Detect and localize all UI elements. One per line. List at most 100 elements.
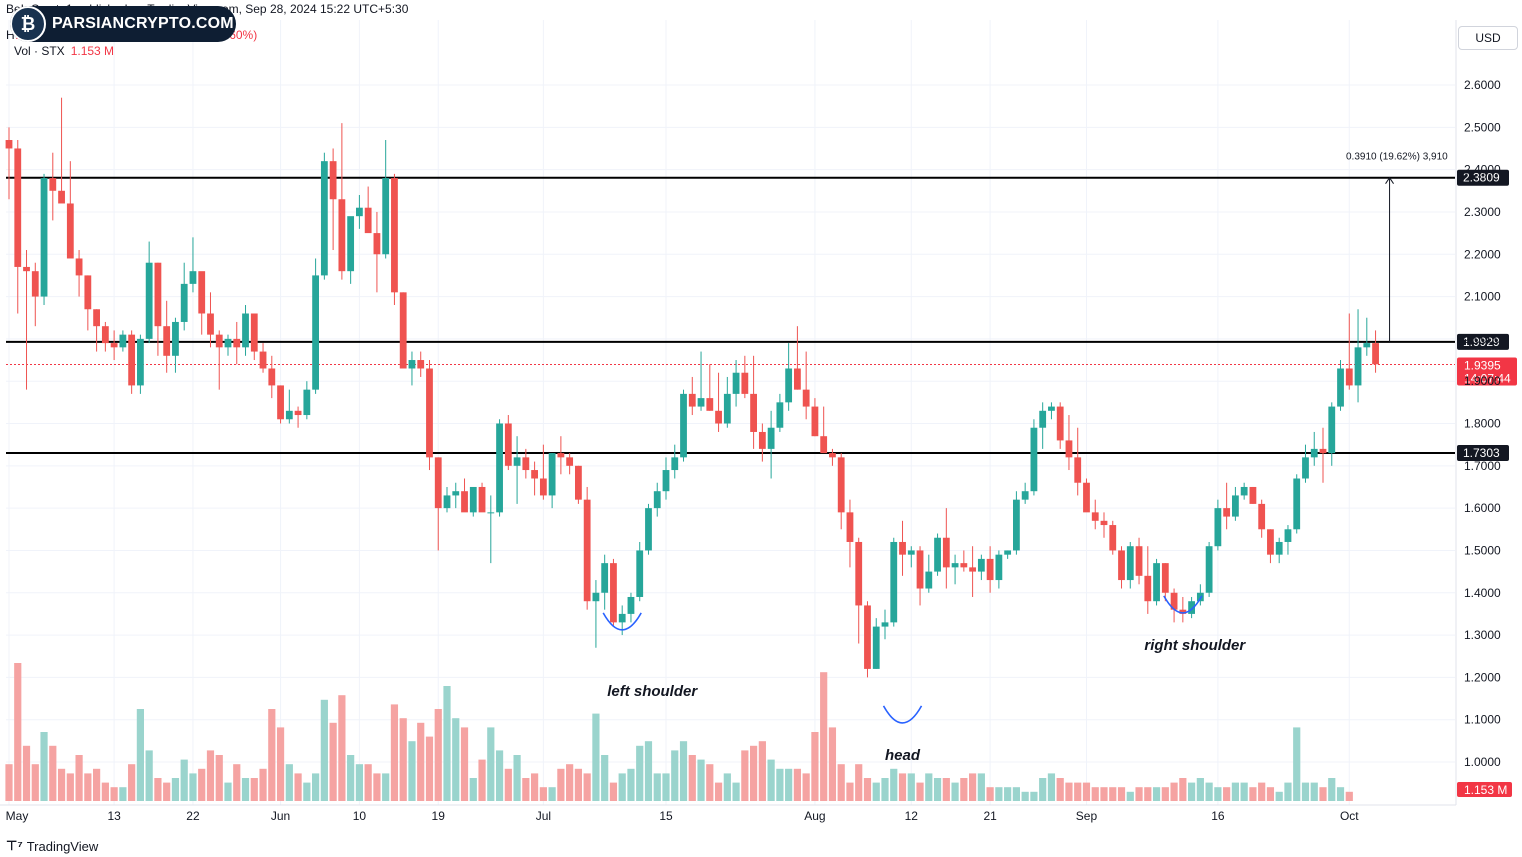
candle-body[interactable]: [66, 203, 74, 259]
candle-body[interactable]: [399, 292, 407, 369]
candle-body[interactable]: [820, 436, 828, 454]
candle-body[interactable]: [872, 626, 880, 669]
candle-body[interactable]: [1275, 541, 1283, 555]
candle-body[interactable]: [1048, 406, 1055, 411]
candle-body[interactable]: [1214, 508, 1222, 547]
candle-body[interactable]: [487, 512, 495, 514]
candle-body[interactable]: [242, 313, 249, 348]
candle-body[interactable]: [960, 563, 968, 568]
candle-body[interactable]: [356, 207, 363, 217]
candle-body[interactable]: [180, 283, 188, 322]
candle-body[interactable]: [680, 393, 687, 458]
candle-body[interactable]: [1363, 343, 1371, 348]
candle-body[interactable]: [1118, 550, 1125, 581]
candle-body[interactable]: [1135, 546, 1143, 576]
candle-body[interactable]: [504, 423, 512, 466]
candle-body[interactable]: [1284, 529, 1292, 542]
candle-body[interactable]: [1161, 563, 1169, 593]
candle-body[interactable]: [1232, 495, 1239, 517]
candle-body[interactable]: [154, 262, 162, 327]
candle-body[interactable]: [452, 491, 460, 496]
candle-body[interactable]: [548, 453, 556, 496]
candle-body[interactable]: [601, 563, 609, 593]
candle-body[interactable]: [145, 262, 153, 339]
candle-body[interactable]: [496, 423, 503, 513]
candle-body[interactable]: [1170, 592, 1178, 610]
candle-body[interactable]: [575, 465, 582, 500]
candle-body[interactable]: [995, 554, 1003, 581]
candle-body[interactable]: [1091, 512, 1099, 521]
candle-body[interactable]: [671, 457, 679, 471]
candle-body[interactable]: [890, 541, 898, 623]
measurement-tool[interactable]: 0.3910 (19.62%) 3,910: [1346, 152, 1448, 342]
candle-body[interactable]: [119, 334, 127, 348]
candle-body[interactable]: [443, 495, 451, 509]
candle-body[interactable]: [592, 592, 600, 602]
candle-body[interactable]: [837, 457, 845, 513]
candle-body[interactable]: [84, 275, 92, 310]
currency-selector[interactable]: USD: [1458, 26, 1518, 50]
candle-body[interactable]: [101, 326, 109, 344]
candle-body[interactable]: [1065, 440, 1073, 458]
candle-body[interactable]: [1223, 508, 1231, 517]
candle-body[interactable]: [31, 271, 39, 297]
candle-body[interactable]: [198, 271, 206, 314]
candle-body[interactable]: [653, 491, 661, 509]
candle-body[interactable]: [785, 368, 793, 403]
candle-body[interactable]: [93, 309, 100, 327]
candle-body[interactable]: [750, 393, 757, 432]
candle-body[interactable]: [128, 334, 136, 386]
candle-body[interactable]: [1258, 503, 1266, 530]
candle-body[interactable]: [461, 491, 468, 513]
candle-body[interactable]: [58, 190, 65, 204]
candle-body[interactable]: [1205, 546, 1213, 593]
candle-body[interactable]: [732, 372, 740, 394]
candle-body[interactable]: [5, 140, 13, 149]
candle-body[interactable]: [373, 233, 381, 255]
candle-body[interactable]: [1337, 368, 1344, 407]
candle-body[interactable]: [1074, 457, 1082, 483]
candle-body[interactable]: [329, 161, 337, 200]
candle-body[interactable]: [688, 393, 696, 407]
candle-body[interactable]: [40, 178, 48, 297]
candle-body[interactable]: [163, 326, 171, 356]
candle-body[interactable]: [224, 338, 232, 348]
candle-body[interactable]: [478, 486, 486, 513]
candle-body[interactable]: [522, 457, 530, 471]
candle-body[interactable]: [1021, 491, 1029, 500]
candle-body[interactable]: [829, 453, 836, 458]
candle-body[interactable]: [417, 360, 425, 369]
candle-body[interactable]: [846, 512, 854, 542]
candlesticks[interactable]: [5, 97, 1379, 678]
candle-body[interactable]: [1240, 486, 1248, 496]
candle-body[interactable]: [627, 596, 635, 614]
candle-body[interactable]: [899, 541, 906, 555]
candle-body[interactable]: [636, 550, 644, 597]
candle-body[interactable]: [706, 398, 714, 411]
candle-body[interactable]: [1153, 563, 1160, 602]
candle-body[interactable]: [794, 368, 801, 390]
candle-body[interactable]: [645, 508, 652, 551]
candle-body[interactable]: [697, 398, 705, 407]
candle-body[interactable]: [539, 478, 547, 496]
candle-body[interactable]: [662, 470, 670, 492]
candle-body[interactable]: [1083, 482, 1090, 513]
candle-body[interactable]: [767, 427, 775, 449]
candle-body[interactable]: [23, 266, 30, 272]
candle-body[interactable]: [916, 550, 924, 589]
tradingview-footer[interactable]: ⊤⁷ TradingView: [6, 838, 98, 854]
candle-body[interactable]: [741, 372, 749, 394]
candle-body[interactable]: [951, 563, 959, 568]
candle-body[interactable]: [881, 622, 889, 627]
candle-body[interactable]: [1013, 499, 1020, 551]
candle-body[interactable]: [1267, 529, 1274, 555]
candle-body[interactable]: [250, 313, 258, 352]
candle-body[interactable]: [110, 343, 118, 348]
candle-body[interactable]: [1293, 478, 1301, 530]
candle-body[interactable]: [347, 216, 355, 272]
candle-body[interactable]: [776, 402, 784, 428]
candle-body[interactable]: [189, 271, 197, 284]
candle-body[interactable]: [1188, 601, 1195, 614]
candle-body[interactable]: [723, 393, 731, 424]
